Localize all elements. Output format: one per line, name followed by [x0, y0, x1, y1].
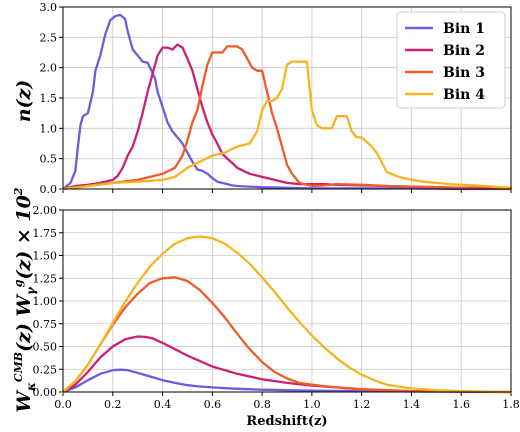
bottom-axes-frame: [62, 209, 512, 393]
top-panel-nz: 0.0 0.5 1.0 1.5 2.0 2.5 3.0: [40, 1, 513, 196]
x-axis-label: Redshift(z): [246, 414, 327, 429]
top-y-tick-label: 1.0: [40, 122, 58, 135]
legend: Bin 1 Bin 2 Bin 3 Bin 4: [396, 11, 506, 109]
legend-box: [396, 11, 506, 109]
top-axes-frame: [62, 6, 512, 190]
x-tick-label: 0.4: [154, 398, 172, 411]
top-y-tick-label: 2.0: [40, 62, 58, 75]
top-y-tick-label: 3.0: [40, 1, 58, 14]
x-tick-label: 0.0: [54, 398, 72, 411]
bottom-y-tick-label: 0.25: [33, 363, 58, 376]
bottom-series-bin-4: [61, 235, 513, 394]
bottom-y-tick-label: 0.00: [33, 386, 58, 399]
bottom-series-bin-2: [61, 335, 513, 394]
x-tick-label: 0.8: [253, 398, 271, 411]
x-tick-label: 1.2: [353, 398, 371, 411]
top-series-bin-4: [61, 60, 513, 191]
top-series-bin-1: [61, 13, 513, 191]
top-ylabel: n(z): [13, 80, 35, 123]
bottom-y-tick-label: 2.00: [33, 204, 58, 217]
top-y-tick-label: 2.5: [40, 31, 58, 44]
x-tick-label: 1.4: [403, 398, 421, 411]
bottom-y-tick-label: 1.75: [33, 227, 58, 240]
bottom-series-bin-3: [61, 276, 513, 394]
x-tick-label: 1.8: [502, 398, 520, 411]
bottom-y-tick-label: 1.50: [33, 250, 58, 263]
top-series-bin-3: [61, 45, 513, 191]
legend-label: Bin 3: [443, 65, 485, 81]
bottom-y-tick-label: 1.25: [33, 272, 58, 285]
legend-label: Bin 2: [443, 43, 485, 59]
bottom-y-tick-label: 1.00: [33, 295, 58, 308]
top-y-tick-label: 1.5: [40, 92, 58, 105]
bottom-panel-kernel-product: 0.0 0.2 0.4 0.6 0.8 1.0 1.2 1.4 1.6 1.8 0.00 0.25 0.…: [33, 204, 520, 411]
top-y-tick-label: 0.5: [40, 153, 58, 166]
legend-label: Bin 1: [443, 21, 485, 37]
bottom-y-tick-label: 0.75: [33, 318, 58, 331]
bottom-ylabel: WκCMB(z) Wγg(z) × 102: [12, 187, 38, 412]
top-y-tick-label: 0.0: [40, 183, 58, 196]
bottom-y-tick-label: 0.50: [33, 341, 58, 354]
x-tick-label: 0.6: [204, 398, 222, 411]
x-tick-label: 1.0: [303, 398, 321, 411]
bottom-series-bin-1: [61, 368, 513, 394]
x-tick-label: 0.2: [104, 398, 122, 411]
legend-label: Bin 4: [443, 87, 485, 103]
x-tick-label: 1.6: [452, 398, 470, 411]
